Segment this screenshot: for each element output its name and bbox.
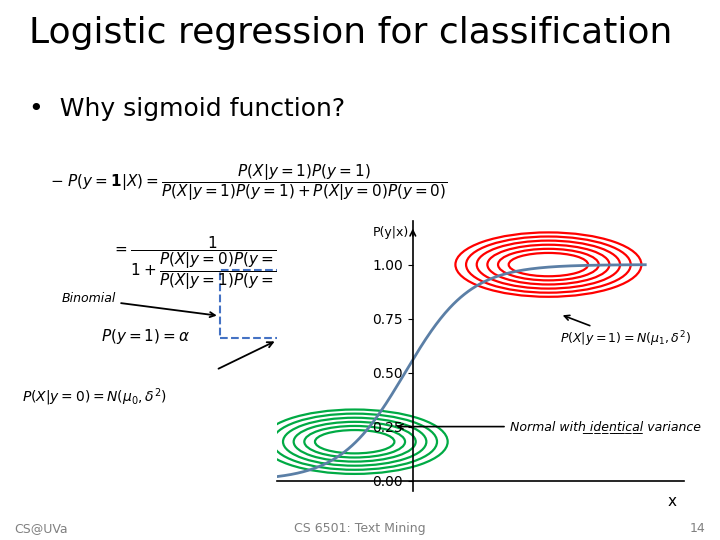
Text: x: x xyxy=(668,494,677,509)
Text: •  Why sigmoid function?: • Why sigmoid function? xyxy=(29,97,345,121)
Text: 14: 14 xyxy=(690,522,706,535)
Text: P(y|x): P(y|x) xyxy=(373,226,409,239)
Text: Logistic regression for classification: Logistic regression for classification xyxy=(29,16,672,50)
Text: $P(X|y=0)=N(\mu_0,\delta^2)$: $P(X|y=0)=N(\mu_0,\delta^2)$ xyxy=(22,386,166,408)
Text: CS 6501: Text Mining: CS 6501: Text Mining xyxy=(294,522,426,535)
Text: $P(y=1)=\alpha$: $P(y=1)=\alpha$ xyxy=(101,327,190,346)
Text: $-\ P(y=\mathbf{1}|X) = \dfrac{P(X|y=1)P(y=1)}{P(X|y=1)P(y=1)+P(X|y=0)P(y=0)}$: $-\ P(y=\mathbf{1}|X) = \dfrac{P(X|y=1)P… xyxy=(50,162,448,203)
Text: CS@UVa: CS@UVa xyxy=(14,522,68,535)
Bar xyxy=(220,270,378,338)
Text: Binomial: Binomial xyxy=(61,292,215,317)
Text: Normal with ̲i̲d̲e̲n̲t̲i̲c̲a̲l̲ variance: Normal with ̲i̲d̲e̲n̲t̲i̲c̲a̲l̲ variance xyxy=(398,420,701,433)
Text: $= \dfrac{1}{1 + \dfrac{P(X|y=0)P(y=0)}{P(X|y=1)P(y=1)}}$: $= \dfrac{1}{1 + \dfrac{P(X|y=0)P(y=0)}{… xyxy=(112,235,295,293)
Text: $P(X|y=1)=N(\mu_1,\delta^2)$: $P(X|y=1)=N(\mu_1,\delta^2)$ xyxy=(560,315,691,349)
